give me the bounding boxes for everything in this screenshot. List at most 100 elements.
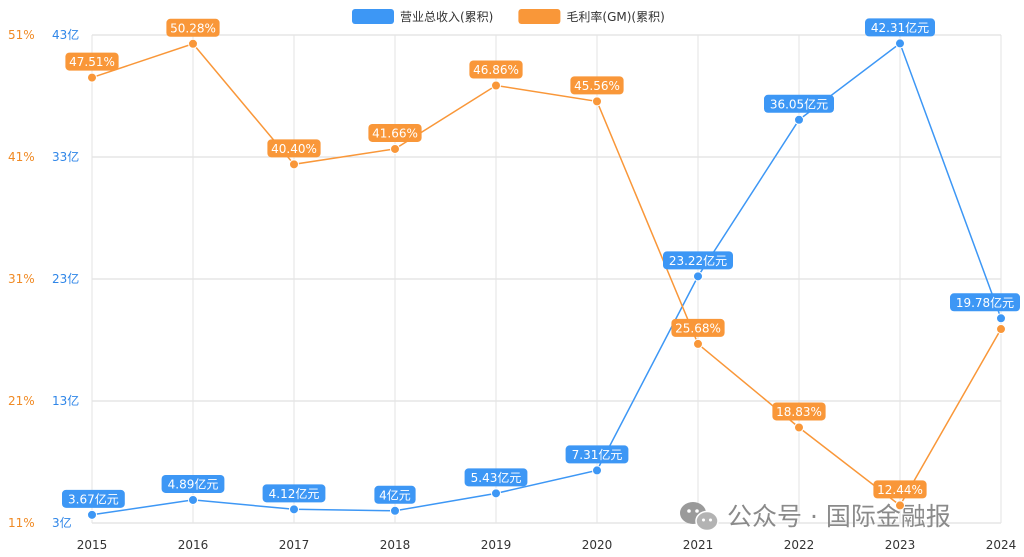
- data-point-0[interactable]: [491, 488, 501, 499]
- data-label-box: [161, 474, 225, 493]
- data-label-0: 4亿元: [374, 485, 416, 504]
- data-point-1[interactable]: [87, 72, 97, 83]
- data-label-0: 4.12亿元: [262, 484, 326, 503]
- data-label-box: [166, 18, 220, 37]
- data-label-box: [565, 445, 629, 464]
- data-point-0[interactable]: [390, 505, 400, 516]
- data-label-box: [464, 468, 528, 487]
- data-label-text: 12.44%: [877, 483, 923, 497]
- data-label-box: [764, 94, 834, 113]
- data-labels: 3.67亿元 4.89亿元 4.12亿元 4亿元 5.43亿元 7.31亿元 23.22亿元…: [62, 18, 1020, 508]
- data-label-0: 42.31亿元: [865, 18, 935, 37]
- legend[interactable]: 营业总收入(累积) 毛利率(GM)(累积): [352, 9, 665, 24]
- data-label-box: [873, 480, 927, 499]
- data-label-text: 18.83%: [776, 405, 822, 419]
- y-left-tick-label: 23亿: [52, 271, 79, 286]
- data-point-0[interactable]: [996, 313, 1006, 324]
- data-label-0: 5.43亿元: [464, 468, 528, 487]
- data-point-0[interactable]: [794, 114, 804, 125]
- series: [87, 38, 1006, 520]
- data-label-text: 5.43亿元: [471, 470, 522, 485]
- data-label-text: 4亿元: [379, 487, 411, 502]
- data-label-box: [65, 52, 119, 71]
- data-label-1: 40.40%: [267, 139, 321, 158]
- data-label-text: 42.31亿元: [871, 20, 929, 35]
- series-line-1: [91, 42, 1002, 507]
- data-label-1: 47.51%: [65, 52, 119, 71]
- data-point-1[interactable]: [390, 143, 400, 154]
- data-label-text: 3.67亿元: [68, 491, 119, 506]
- wechat-icon: [680, 502, 719, 532]
- data-label-1: 25.68%: [671, 318, 725, 337]
- data-label-0: 36.05亿元: [764, 94, 834, 113]
- data-label-1: 45.56%: [570, 76, 624, 95]
- x-tick-label: 2021: [683, 538, 714, 552]
- data-point-1[interactable]: [289, 159, 299, 170]
- data-label-text: 50.28%: [170, 21, 216, 35]
- data-label-0: 23.22亿元: [663, 251, 733, 270]
- x-tick-label: 2019: [481, 538, 512, 552]
- data-label-text: 46.86%: [473, 63, 519, 77]
- data-label-text: 4.12亿元: [269, 486, 320, 501]
- data-label-text: 36.05亿元: [770, 96, 828, 111]
- data-label-text: 25.68%: [675, 321, 721, 335]
- x-tick-label: 2018: [380, 538, 411, 552]
- data-point-0[interactable]: [693, 271, 703, 282]
- data-point-1[interactable]: [592, 96, 602, 107]
- data-point-1[interactable]: [895, 500, 905, 511]
- data-point-0[interactable]: [895, 38, 905, 49]
- x-tick-label: 2024: [986, 538, 1017, 552]
- data-point-1[interactable]: [693, 338, 703, 349]
- data-label-text: 45.56%: [574, 79, 620, 93]
- x-tick-label: 2022: [784, 538, 815, 552]
- data-label-box: [262, 484, 326, 503]
- data-label-box: [469, 60, 523, 79]
- series-line-0: [91, 42, 1002, 516]
- x-tick-label: 2020: [582, 538, 613, 552]
- data-label-text: 47.51%: [69, 55, 115, 69]
- data-label-box: [267, 139, 321, 158]
- y-left-tick-label: 3亿: [52, 515, 72, 530]
- data-label-1: 41.66%: [368, 123, 422, 142]
- data-point-1[interactable]: [188, 38, 198, 49]
- legend-label: 毛利率(GM)(累积): [566, 9, 664, 24]
- legend-label: 营业总收入(累积): [400, 10, 493, 24]
- data-label-box: [772, 402, 826, 421]
- data-label-box: [62, 489, 125, 508]
- data-label-text: 41.66%: [372, 126, 418, 140]
- data-label-1: 50.28%: [166, 18, 220, 37]
- y-left-tick-label: 43亿: [52, 27, 79, 42]
- data-label-1: 46.86%: [469, 60, 523, 79]
- data-label-text: 23.22亿元: [669, 253, 727, 268]
- legend-item-0[interactable]: 营业总收入(累积): [352, 9, 493, 24]
- data-label-box: [671, 318, 725, 337]
- data-point-1[interactable]: [794, 422, 804, 433]
- data-label-text: 19.78亿元: [956, 295, 1014, 310]
- data-point-1[interactable]: [996, 324, 1006, 335]
- y-left-tick-label: 33亿: [52, 149, 79, 164]
- data-label-text: 40.40%: [271, 142, 317, 156]
- y-right-tick-label: 51%: [8, 28, 35, 42]
- data-point-0[interactable]: [188, 494, 198, 505]
- data-point-0[interactable]: [289, 504, 299, 515]
- axes: 3亿 13亿 23亿 33亿 43亿 11% 21% 31% 41% 51% 2015 2016 201…: [8, 27, 1016, 552]
- y-right-tick-label: 11%: [8, 516, 35, 530]
- data-point-1[interactable]: [491, 80, 501, 91]
- x-tick-label: 2015: [77, 538, 108, 552]
- watermark: 公众号 · 国际金融报: [680, 502, 951, 532]
- data-label-box: [950, 293, 1020, 312]
- legend-item-1[interactable]: 毛利率(GM)(累积): [518, 9, 665, 24]
- data-label-1: 12.44%: [873, 480, 927, 499]
- legend-swatch: [352, 9, 394, 24]
- data-label-box: [570, 76, 624, 95]
- data-label-0: 7.31亿元: [565, 445, 629, 464]
- data-label-box: [865, 18, 935, 37]
- data-point-0[interactable]: [87, 509, 97, 520]
- data-point-0[interactable]: [592, 465, 602, 476]
- watermark-text: 公众号 · 国际金融报: [727, 502, 951, 531]
- grid: [91, 34, 1002, 524]
- y-right-tick-label: 21%: [8, 394, 35, 408]
- y-right-tick-label: 31%: [8, 272, 35, 286]
